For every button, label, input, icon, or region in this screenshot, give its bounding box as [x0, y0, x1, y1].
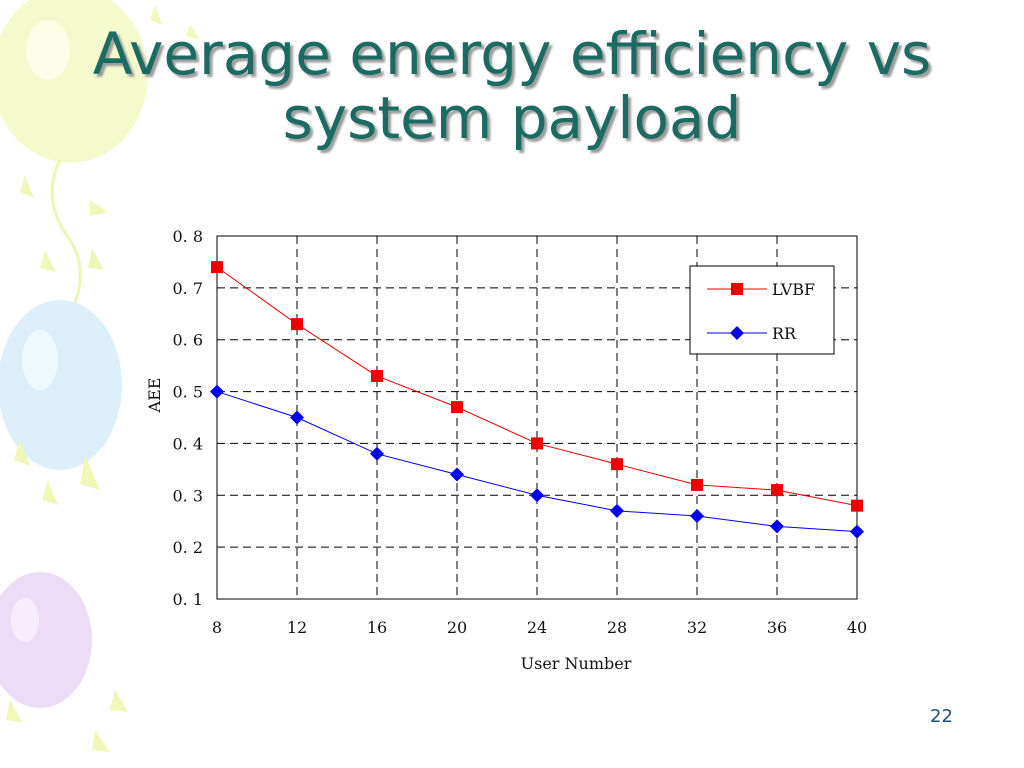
y-tick-label: 0. 4 — [172, 434, 203, 453]
slide-title-line-1: Average energy efficiency vs — [92, 20, 932, 88]
legend-marker-rr — [730, 326, 744, 340]
data-point-rr — [370, 446, 384, 461]
y-axis-label: AEE — [145, 378, 164, 414]
data-point-lvbf — [771, 484, 783, 497]
data-point-rr — [210, 384, 224, 399]
y-tick-label: 0. 5 — [172, 383, 203, 402]
data-point-lvbf — [691, 478, 703, 491]
yellow-balloon-icon — [0, 0, 148, 331]
y-tick-label: 0. 6 — [172, 331, 203, 350]
x-tick-label: 40 — [847, 618, 867, 637]
x-tick-label: 20 — [447, 618, 467, 637]
x-tick-label: 8 — [212, 618, 222, 637]
data-point-lvbf — [611, 458, 623, 471]
x-tick-label: 36 — [767, 618, 787, 637]
data-point-rr — [450, 467, 464, 482]
x-tick-label: 12 — [287, 618, 307, 637]
blue-balloon-icon — [0, 300, 122, 470]
x-tick-label: 28 — [607, 618, 627, 637]
data-point-lvbf — [851, 499, 863, 512]
page-number: 22 — [930, 706, 953, 727]
data-point-lvbf — [291, 318, 303, 331]
y-tick-label: 0. 3 — [172, 486, 203, 505]
y-tick-label: 0. 2 — [172, 538, 203, 557]
data-point-rr — [530, 488, 544, 503]
axis-ticks: 8 12 16 20 24 28 32 36 40 0. 1 0. 2 0. 3 0. 4 0. 5 0. … — [172, 227, 867, 637]
series-layer — [210, 261, 864, 539]
x-tick-label: 24 — [527, 618, 547, 637]
legend: LVBF RR — [689, 265, 835, 355]
data-point-rr — [690, 509, 704, 524]
data-point-rr — [290, 410, 304, 425]
x-axis-label: User Number — [521, 654, 632, 673]
data-point-rr — [770, 519, 784, 534]
slide-title: Average energy efficiency vs system payl… — [0, 22, 1024, 150]
confetti-icon — [6, 5, 200, 752]
data-point-lvbf — [211, 261, 223, 274]
legend-label-rr: RR — [772, 324, 797, 343]
purple-balloon-icon — [0, 572, 92, 708]
data-point-lvbf — [371, 370, 383, 383]
data-point-rr — [850, 524, 864, 539]
x-tick-label: 16 — [367, 618, 387, 637]
data-point-lvbf — [451, 401, 463, 414]
x-tick-label: 32 — [687, 618, 707, 637]
y-tick-label: 0. 7 — [172, 279, 203, 298]
slide-title-line-2: system payload — [282, 84, 742, 152]
legend-marker-lvbf — [731, 283, 743, 295]
legend-box — [689, 265, 835, 355]
plot-frame — [216, 235, 858, 600]
data-point-lvbf — [531, 437, 543, 450]
legend-label-lvbf: LVBF — [772, 280, 815, 299]
y-tick-label: 0. 1 — [172, 590, 203, 609]
y-tick-label: 0. 8 — [172, 227, 203, 246]
data-point-rr — [610, 503, 624, 518]
